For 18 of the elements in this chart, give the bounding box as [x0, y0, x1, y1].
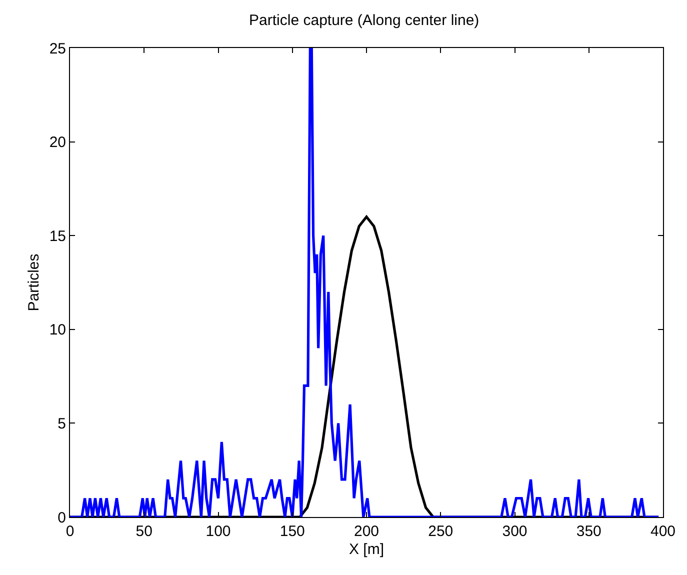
y-tick-label: 15: [49, 228, 66, 245]
x-tick-label: 200: [354, 523, 380, 540]
y-axis-title: Particles: [26, 254, 43, 312]
y-tick-label: 20: [49, 134, 66, 152]
x-tick-label: 50: [136, 523, 152, 540]
y-tick-label: 5: [58, 415, 66, 432]
x-tick-label: 400: [650, 523, 676, 540]
x-tick-label: 300: [502, 523, 528, 540]
line-series: [70, 48, 660, 517]
chart-title: Particle capture (Along center line): [249, 12, 480, 29]
y-tick-label: 25: [49, 40, 66, 58]
x-axis-title: X [m]: [348, 541, 384, 558]
x-tick-label: 150: [280, 523, 305, 540]
x-tick-label: 350: [576, 523, 602, 540]
y-tick-label: 10: [49, 322, 66, 339]
x-tick-label: 250: [428, 523, 454, 540]
x-tick-label: 100: [206, 523, 231, 540]
y-tick-label: 0: [58, 509, 66, 526]
